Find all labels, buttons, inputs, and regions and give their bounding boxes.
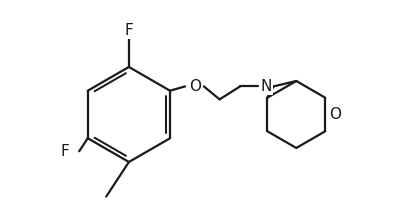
Text: F: F	[124, 23, 133, 38]
Text: O: O	[329, 107, 341, 122]
Text: F: F	[61, 144, 70, 159]
Text: O: O	[189, 79, 201, 94]
Text: N: N	[261, 79, 272, 94]
